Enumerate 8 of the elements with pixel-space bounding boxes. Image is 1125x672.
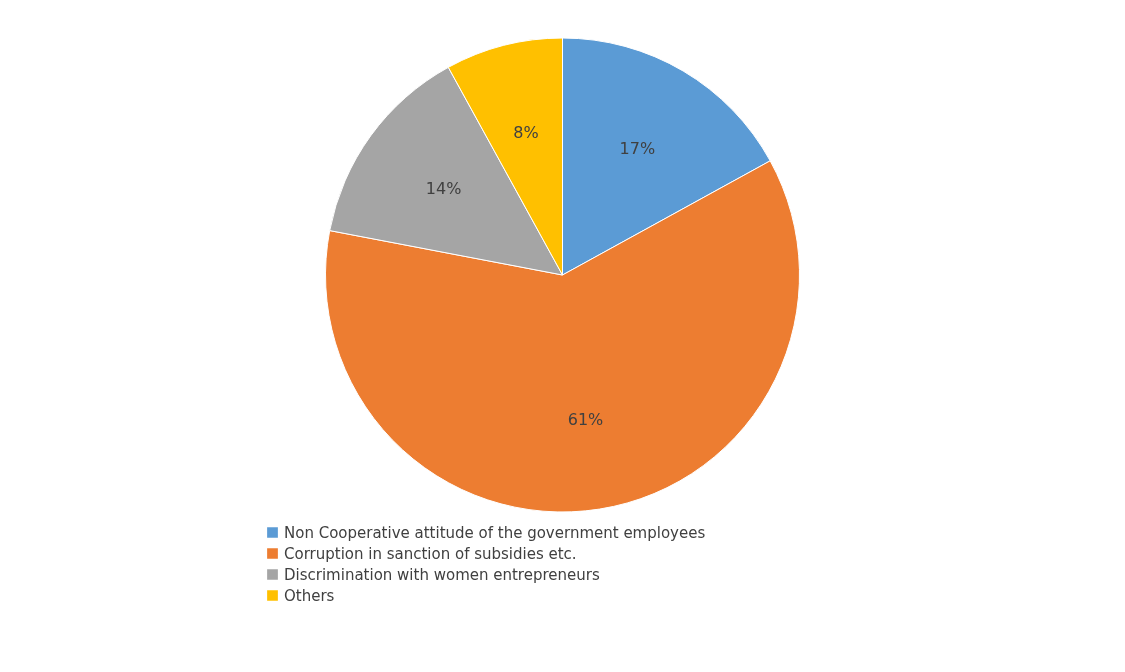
legend-label: Discrimination with women entrepreneurs: [284, 565, 600, 584]
legend-label: Corruption in sanction of subsidies etc.: [284, 544, 577, 563]
data-label: 14%: [425, 178, 462, 198]
legend-label: Others: [284, 586, 335, 605]
legend-label: Non Cooperative attitude of the government employees: [284, 523, 706, 542]
data-label: 8%: [513, 122, 539, 142]
data-label: 61%: [567, 410, 604, 430]
data-label: 17%: [619, 138, 656, 158]
